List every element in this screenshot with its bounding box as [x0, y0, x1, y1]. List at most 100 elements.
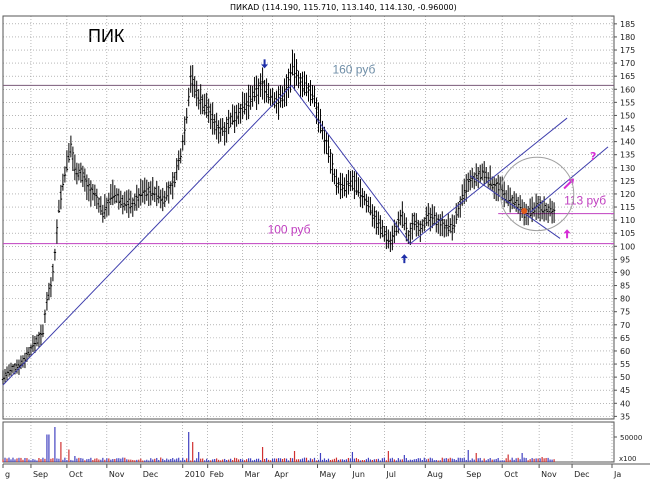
candle [23, 352, 27, 369]
candle [415, 213, 418, 237]
candle [277, 86, 280, 120]
x-tick-label: Oct [69, 470, 83, 479]
candle [357, 177, 360, 197]
candle [423, 217, 426, 232]
chart-header: ПИКАD (114.190, 115.710, 113.140, 114.13… [230, 3, 457, 12]
candle [540, 200, 544, 220]
candle [203, 93, 206, 115]
volume-scale-label: x100 [619, 455, 637, 463]
y-tick-label: 150 [620, 111, 635, 120]
candle [447, 213, 450, 237]
candle [413, 212, 416, 231]
level-label: 113 руб [564, 194, 606, 208]
candle [323, 126, 326, 154]
candle [403, 213, 406, 231]
candle [333, 168, 336, 185]
candle [235, 104, 238, 127]
y-tick-label: 70 [620, 321, 630, 330]
candle [69, 135, 73, 158]
candle [369, 196, 372, 216]
y-tick-label: 130 [620, 164, 635, 173]
x-tick-label: Nov [109, 470, 125, 479]
candle [395, 221, 398, 236]
candle [481, 163, 484, 181]
trendline [291, 85, 411, 244]
candle [265, 78, 268, 103]
candle [381, 219, 384, 238]
highlight-circle [499, 156, 575, 232]
arrow-up-icon-head [400, 254, 408, 259]
x-tick-label: Feb [210, 470, 224, 479]
candle [217, 120, 220, 144]
candle [379, 215, 382, 239]
candle [77, 163, 81, 181]
candle [373, 206, 376, 229]
candle [71, 146, 75, 172]
candle [139, 178, 142, 206]
candle [45, 291, 49, 311]
y-tick-label: 50 [620, 373, 630, 382]
candle [51, 263, 55, 282]
candle [145, 179, 148, 201]
candle [251, 85, 254, 107]
x-tick-label: Dec [574, 470, 589, 479]
candle [327, 134, 330, 163]
candle [219, 118, 222, 142]
candle [43, 309, 47, 323]
candle [433, 206, 436, 226]
y-tick-label: 75 [620, 308, 630, 317]
candle [47, 282, 51, 301]
x-tick-label: Oct [504, 470, 518, 479]
candle [387, 229, 390, 249]
candle [245, 92, 248, 121]
candle [153, 186, 156, 203]
candle [85, 174, 89, 201]
candle [389, 231, 392, 253]
candle [121, 194, 125, 215]
candle [351, 170, 354, 191]
candle [83, 168, 87, 192]
y-tick-label: 80 [620, 295, 630, 304]
candle [49, 277, 53, 298]
candle [129, 190, 132, 214]
candle [185, 107, 188, 124]
candle [59, 184, 63, 210]
y-tick-label: 95 [620, 255, 630, 264]
candle [465, 174, 468, 202]
candle [339, 172, 342, 200]
candle [385, 225, 388, 250]
candle [353, 171, 356, 200]
candle [453, 215, 456, 233]
candle [301, 71, 304, 98]
candle [213, 114, 216, 135]
candle [155, 180, 158, 207]
x-tick-label: Sep [466, 470, 481, 479]
x-tick-label: Jul [385, 470, 396, 479]
candle [105, 197, 109, 217]
candle [552, 202, 556, 223]
candle [215, 112, 218, 140]
candle [227, 109, 230, 135]
candle [431, 204, 434, 229]
candle [167, 181, 170, 204]
trendline [469, 175, 561, 239]
candle [195, 80, 198, 107]
candle [207, 98, 210, 123]
candle [191, 65, 194, 98]
y-tick-label: 125 [620, 177, 635, 186]
y-tick-label: 155 [620, 98, 635, 107]
candle [345, 174, 348, 198]
candle [502, 181, 506, 208]
candle [319, 108, 322, 134]
candle [445, 219, 448, 237]
candle [363, 190, 366, 206]
candle [451, 214, 454, 241]
candle [229, 112, 232, 128]
candle [29, 344, 33, 356]
candle [309, 80, 312, 106]
candle [377, 211, 380, 235]
candle [133, 193, 136, 211]
candle [307, 83, 310, 102]
y-tick-label: 90 [620, 268, 630, 277]
candle [189, 65, 192, 93]
